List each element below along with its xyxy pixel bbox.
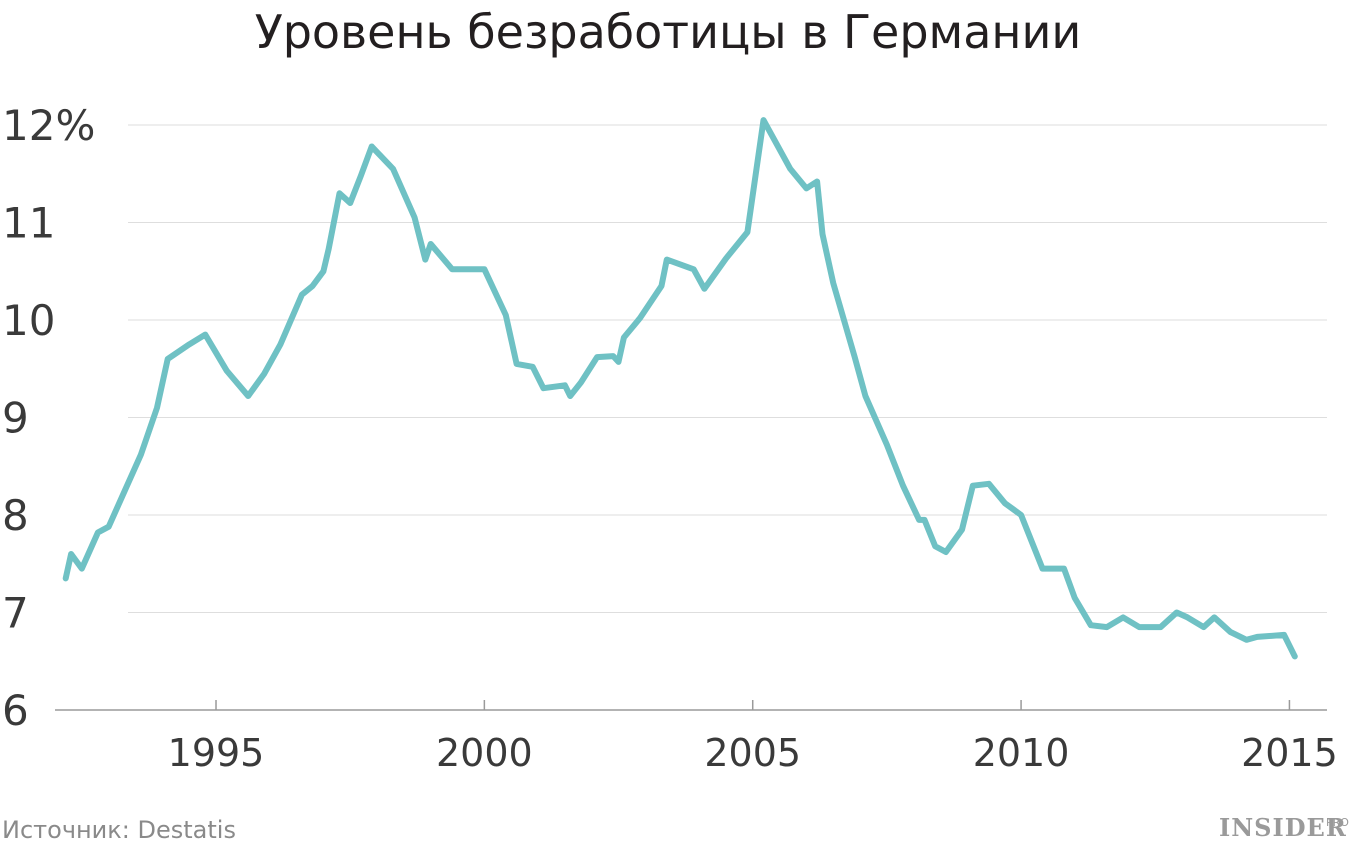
- y-tick-label-3: 9: [2, 394, 29, 443]
- y-tick-label-1: 11: [2, 199, 55, 248]
- x-tick-label-2: 2005: [704, 731, 801, 775]
- x-tick-label-3: 2010: [973, 731, 1070, 775]
- y-tick-label-4: 8: [2, 491, 29, 540]
- brand-logo: INSIDER PRO: [1219, 813, 1349, 842]
- x-tick-label-1: 2000: [436, 731, 533, 775]
- source-note: Источник: Destatis: [2, 816, 236, 844]
- y-tick-label-5: 7: [2, 589, 29, 638]
- x-axis-ticks: 1995 2000 2005 2010 2015: [168, 700, 1338, 775]
- brand-name: INSIDER: [1219, 813, 1347, 842]
- y-tick-label-2: 10: [2, 296, 55, 345]
- brand-sup: PRO: [1326, 816, 1349, 829]
- series-group: [62, 117, 1298, 660]
- chart-title: Уровень безработицы в Германии: [255, 5, 1082, 59]
- y-axis-tick-labels: 12% 11 10 9 8 7 6: [2, 101, 95, 735]
- x-tick-label-0: 1995: [168, 731, 265, 775]
- grid-lines: [128, 124, 1327, 613]
- y-tick-label-0: 12%: [2, 101, 95, 150]
- x-tick-label-4: 2015: [1241, 731, 1338, 775]
- y-tick-label-6: 6: [2, 686, 29, 735]
- series-line-0: [62, 117, 1298, 660]
